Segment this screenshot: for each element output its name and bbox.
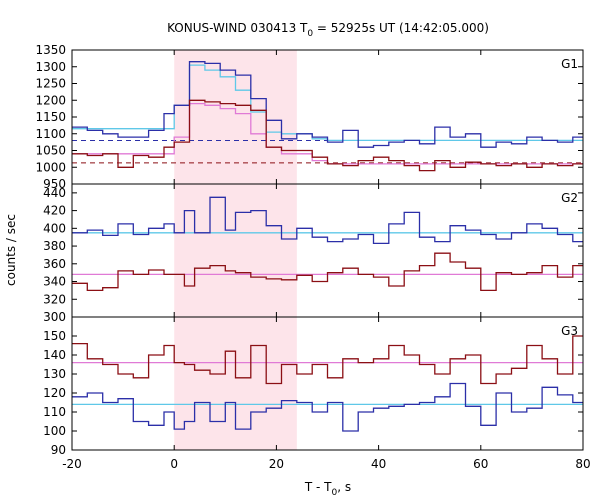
y-tick-label: 120 [43,386,66,400]
chart-title: KONUS-WIND 030413 T0 = 52925s UT (14:42:… [167,21,489,39]
y-tick-label: 1150 [35,110,66,124]
y-tick-label: 360 [43,257,66,271]
series-darkred-line [72,252,583,292]
panel-frame [71,183,584,318]
x-tick-label: 60 [473,457,488,471]
panel-label: G3 [561,324,578,338]
y-tick-label: 140 [43,348,66,362]
panel-label: G1 [561,57,578,71]
y-tick-label: 150 [43,329,66,343]
series-blue-line [72,61,583,148]
y-tick-label: 1100 [35,127,66,141]
y-tick-label: 380 [43,239,66,253]
y-tick-label: 110 [43,405,66,419]
y-tick-label: 420 [43,204,66,218]
y-tick-label: 400 [43,221,66,235]
x-tick-label: 0 [170,457,178,471]
x-tick-label: 40 [371,457,386,471]
x-axis-label: T - T0, s [304,480,351,498]
series-darkred-line [72,99,583,172]
panel-label: G2 [561,191,578,205]
series-blue-line [72,382,583,432]
y-tick-label: 130 [43,367,66,381]
series-darkred-line [72,335,583,385]
x-tick-label: 80 [575,457,590,471]
x-tick-label: -20 [62,457,82,471]
y-tick-label: 1350 [35,43,66,57]
y-tick-label: 1000 [35,160,66,174]
y-tick-label: 1200 [35,93,66,107]
plot-area: 95010001050110011501200125013001350G1300… [35,43,590,471]
y-tick-label: 300 [43,310,66,324]
y-tick-label: 950 [43,177,66,191]
y-tick-label: 100 [43,424,66,438]
series-lightblue-line [72,64,583,142]
y-tick-label: 1250 [35,77,66,91]
y-tick-label: 320 [43,292,66,306]
panel-frame [71,316,584,451]
series-pink-line [72,102,583,165]
y-tick-label: 90 [51,443,66,457]
x-tick-label: 20 [269,457,284,471]
y-axis-label: counts / sec [4,214,18,286]
y-tick-label: 1300 [35,60,66,74]
series-blue-line [72,196,583,245]
y-tick-label: 340 [43,275,66,289]
y-tick-label: 440 [43,186,66,200]
y-tick-label: 1050 [35,144,66,158]
